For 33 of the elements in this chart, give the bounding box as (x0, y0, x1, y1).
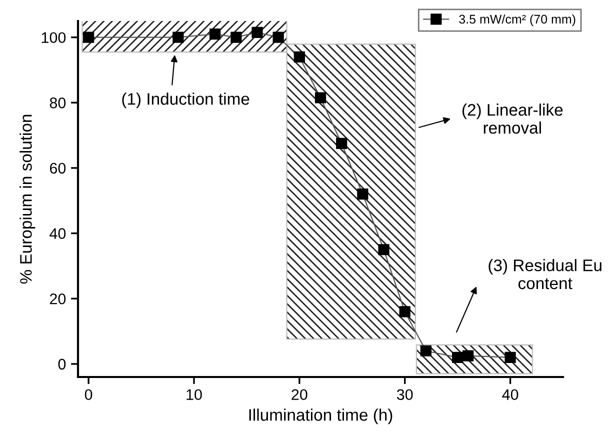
point (230, 32, 242, 43)
point (252, 26, 263, 38)
y-tick-label: 20 (50, 293, 66, 304)
y-axis-title: % Europium in solution (20, 114, 36, 284)
point (314, 92, 326, 104)
point (272, 32, 284, 43)
point (210, 28, 221, 40)
point (357, 188, 368, 200)
point (82, 32, 94, 43)
annotation: (1) Induction time (122, 92, 250, 108)
x-tick-label: 40 (502, 389, 518, 400)
point (336, 138, 348, 150)
annotation: (3) Residual Eu content (488, 259, 602, 290)
legend-label: 3.5 mW/cm² (70 mm) (459, 14, 576, 26)
x-tick-label: 10 (186, 389, 202, 400)
y-tick-label: 40 (50, 228, 66, 239)
point (294, 51, 305, 62)
x-tick-label: 20 (292, 389, 308, 400)
x-axis-title: Illumination time (h) (249, 408, 392, 424)
point (452, 352, 464, 363)
y-tick-label: 100 (42, 32, 66, 44)
y-tick-label: 0 (58, 358, 66, 370)
annotation: (2) Linear-like removal (462, 104, 563, 134)
point (462, 350, 474, 362)
y-tick-label: 60 (50, 162, 66, 174)
point (504, 352, 516, 363)
point (399, 306, 410, 318)
y-tick-label: 80 (50, 98, 66, 108)
point (378, 244, 390, 256)
x-tick-label: 30 (396, 389, 413, 400)
x-tick-label: 0 (84, 389, 92, 400)
point (172, 32, 184, 43)
point (420, 345, 432, 356)
